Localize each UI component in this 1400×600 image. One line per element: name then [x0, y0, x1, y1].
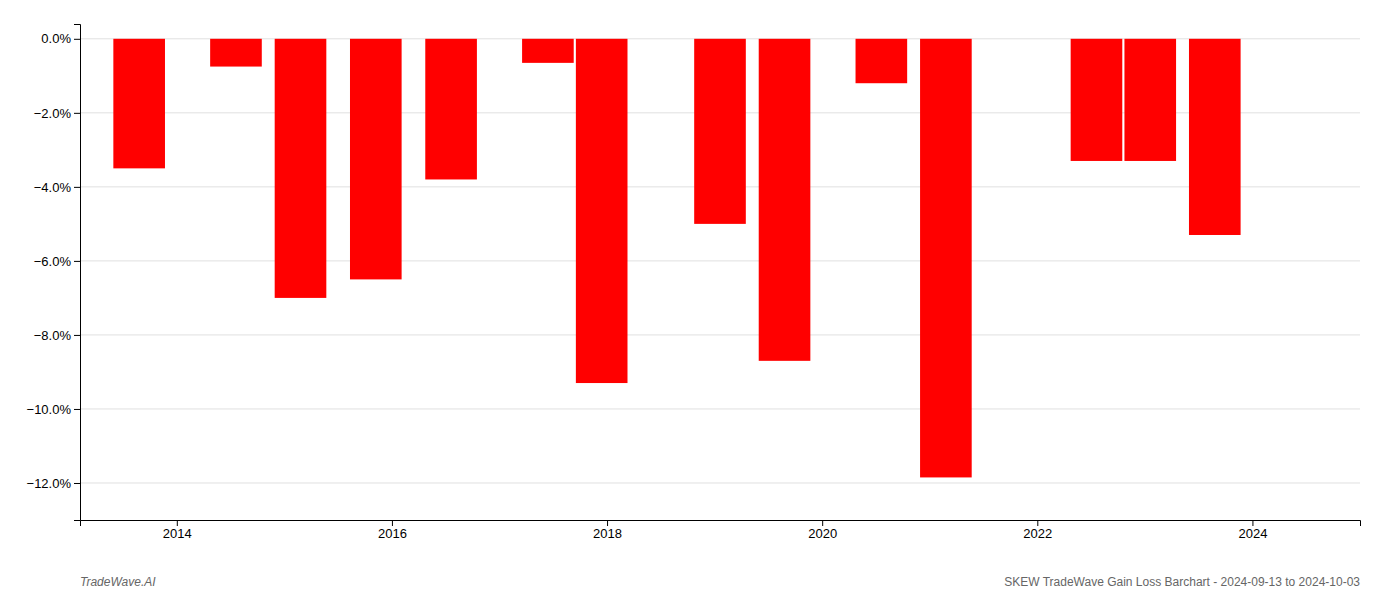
footer-right: SKEW TradeWave Gain Loss Barchart - 2024…	[1004, 575, 1360, 589]
y-tick-label: −2.0%	[34, 105, 72, 120]
x-tick-mark	[607, 520, 608, 526]
bar	[759, 39, 811, 361]
x-tick: 2016	[378, 520, 407, 541]
bar	[1124, 39, 1176, 161]
x-tick-mark	[1252, 520, 1253, 526]
x-tick: 2022	[1023, 520, 1052, 541]
bar	[856, 39, 908, 83]
y-tick: −2.0%	[34, 105, 80, 120]
y-axis: 0.0% −2.0% −4.0% −6.0% −8.0% −10.0% −12.0%	[27, 25, 81, 521]
bar	[920, 39, 972, 478]
chart: 0.0% −2.0% −4.0% −6.0% −8.0% −10.0% −12.0% 2014…	[0, 0, 1400, 600]
y-tick: −4.0%	[34, 180, 80, 195]
bar	[576, 39, 628, 383]
x-tick-label: 2022	[1023, 526, 1052, 541]
x-tick-label: 2016	[378, 526, 407, 541]
x-tick-label: 2024	[1238, 526, 1267, 541]
y-tick-mark	[74, 335, 80, 336]
x-tick-label: 2020	[808, 526, 837, 541]
y-tick-label: −12.0%	[27, 476, 72, 491]
y-tick-mark	[74, 39, 80, 40]
x-tick: 2014	[163, 520, 192, 541]
bar	[350, 39, 402, 280]
x-tick-mark	[177, 520, 178, 526]
bar	[425, 39, 477, 180]
grid	[80, 39, 1360, 483]
x-tick-mark	[822, 520, 823, 526]
x-tick-mark	[1037, 520, 1038, 526]
y-tick-mark	[74, 187, 80, 188]
footer-left: TradeWave.AI	[80, 575, 156, 589]
grid-line	[80, 482, 1360, 483]
x-axis-line	[81, 521, 1361, 527]
bar	[210, 39, 262, 67]
y-axis-line	[74, 25, 81, 521]
bar	[1071, 39, 1123, 161]
plot: 0.0% −2.0% −4.0% −6.0% −8.0% −10.0% −12.0% 2014…	[27, 25, 1361, 542]
y-tick-label: −10.0%	[27, 402, 72, 417]
y-tick-label: −8.0%	[34, 328, 72, 343]
y-tick-label: 0.0%	[41, 31, 71, 46]
y-tick: −6.0%	[34, 254, 80, 269]
bar	[694, 39, 746, 224]
x-axis: 2014 2016 2018 2020 2022 2024	[81, 520, 1361, 541]
y-tick: −10.0%	[27, 402, 80, 417]
y-tick-mark	[74, 113, 80, 114]
y-tick: −12.0%	[27, 476, 80, 491]
y-tick-label: −6.0%	[34, 254, 72, 269]
x-tick-label: 2018	[593, 526, 622, 541]
x-tick-label: 2014	[163, 526, 192, 541]
bar	[275, 39, 327, 298]
bar	[113, 39, 165, 169]
y-tick-label: −4.0%	[34, 180, 72, 195]
y-tick: −8.0%	[34, 328, 80, 343]
y-tick-mark	[74, 261, 80, 262]
grid-line	[80, 260, 1360, 261]
bars	[113, 39, 1240, 478]
x-tick: 2018	[593, 520, 622, 541]
bar	[1189, 39, 1241, 235]
grid-line	[80, 408, 1360, 409]
bar	[522, 39, 574, 63]
y-tick-mark	[74, 483, 80, 484]
x-tick: 2020	[808, 520, 837, 541]
x-tick: 2024	[1238, 520, 1267, 541]
y-tick-mark	[74, 409, 80, 410]
grid-line	[80, 334, 1360, 335]
x-tick-mark	[392, 520, 393, 526]
y-tick: 0.0%	[41, 31, 80, 46]
